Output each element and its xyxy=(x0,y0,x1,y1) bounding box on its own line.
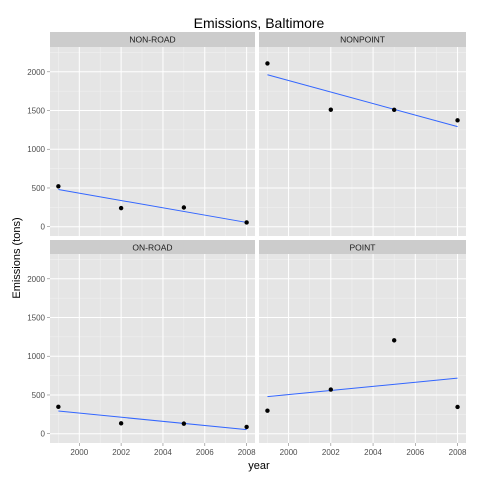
panel-background xyxy=(50,47,255,236)
data-point xyxy=(56,404,61,410)
x-tick-label: 2008 xyxy=(449,448,467,457)
data-point xyxy=(455,118,460,123)
y-tick-label: 0 xyxy=(41,223,46,232)
y-tick-label: 0 xyxy=(41,430,46,439)
y-axis-label: Emissions (tons) xyxy=(11,217,23,298)
y-axis-ticks: 0 500 1000 1500 2000 0 500 1000 1500 2000 xyxy=(27,68,50,439)
x-axis-ticks: 2000 2002 2004 2006 2008 2000 2002 2004 2006 2008 xyxy=(70,443,467,457)
facet-strip xyxy=(259,32,466,47)
trend-line xyxy=(58,189,247,223)
trend-line xyxy=(267,74,458,128)
y-tick-label: 500 xyxy=(32,391,46,400)
y-tick-label: 1500 xyxy=(27,314,45,323)
chart-title: Emissions, Baltimore xyxy=(194,15,325,31)
data-point xyxy=(181,421,187,426)
data-point xyxy=(328,387,334,392)
y-tick-label: 2000 xyxy=(27,275,45,284)
data-point xyxy=(181,205,187,210)
data-point xyxy=(391,338,397,343)
facet-strip-label: NON-ROAD xyxy=(129,35,175,45)
trend-line xyxy=(267,377,458,398)
data-point xyxy=(56,184,61,189)
data-point xyxy=(244,220,249,225)
y-tick-label: 2000 xyxy=(27,68,45,77)
facet-strip-label: NONPOINT xyxy=(340,35,385,45)
panel-background xyxy=(259,254,466,443)
facet-strip-label: POINT xyxy=(350,243,376,253)
x-tick-label: 2004 xyxy=(364,448,382,457)
y-tick-label: 1000 xyxy=(27,145,45,154)
facet-on-road: ON-ROAD xyxy=(50,240,255,443)
facet-strip xyxy=(259,240,466,254)
data-point xyxy=(118,421,124,426)
x-tick-label: 2006 xyxy=(406,448,424,457)
facet-non-road: NON-ROAD xyxy=(50,32,255,236)
x-tick-label: 2002 xyxy=(112,448,130,457)
data-point xyxy=(118,205,124,211)
facet-panels: NON-ROAD NONPOINT ON-ROAD POINT xyxy=(50,32,466,443)
x-tick-label: 2008 xyxy=(238,448,256,457)
data-point xyxy=(328,107,334,112)
data-point xyxy=(265,408,270,413)
facet-strip-label: ON-ROAD xyxy=(132,243,172,253)
x-tick-label: 2000 xyxy=(70,448,88,457)
x-tick-label: 2000 xyxy=(280,448,298,457)
x-tick-label: 2004 xyxy=(154,448,172,457)
data-point xyxy=(244,424,249,430)
data-point xyxy=(455,404,460,410)
y-tick-label: 1000 xyxy=(27,352,45,361)
facet-point: POINT xyxy=(259,240,466,443)
facet-strip xyxy=(50,32,255,47)
trend-line xyxy=(58,410,247,431)
x-axis-label: year xyxy=(248,460,270,472)
facet-strip xyxy=(50,240,255,254)
x-tick-label: 2002 xyxy=(322,448,340,457)
panel-background xyxy=(259,47,466,236)
x-tick-label: 2006 xyxy=(196,448,214,457)
data-point xyxy=(391,107,397,113)
facet-nonpoint: NONPOINT xyxy=(259,32,466,236)
y-tick-label: 1500 xyxy=(27,107,45,116)
panel-background xyxy=(50,254,255,443)
data-point xyxy=(265,61,270,66)
y-tick-label: 500 xyxy=(32,184,46,193)
